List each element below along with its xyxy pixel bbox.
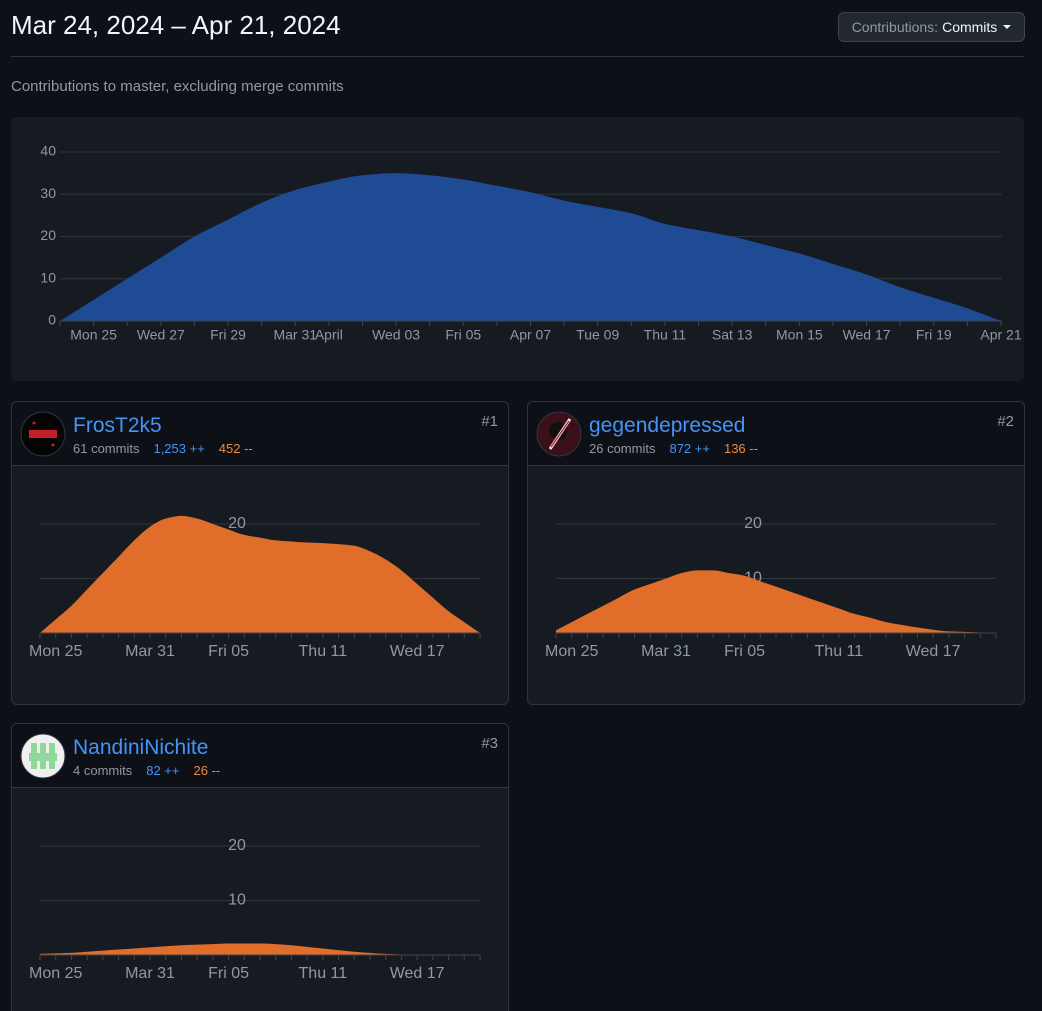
y-tick-label: 10 (40, 269, 56, 285)
stats: 4 commits 82 ++ 26 -- (73, 763, 220, 778)
stats: 61 commits 1,253 ++ 452 -- (73, 441, 253, 456)
x-tick-label: Sat 13 (712, 327, 753, 343)
x-tick-label: Mon 25 (70, 327, 117, 343)
card-header: FrosT2k5 #1 61 commits 1,253 ++ 452 -- (12, 402, 508, 466)
rank: #1 (481, 413, 498, 430)
x-tick-label: Wed 17 (390, 965, 445, 982)
y-tick-label: 0 (48, 312, 56, 328)
area (60, 173, 1001, 321)
x-tick-label: Wed 17 (906, 643, 961, 660)
y-tick-label: 30 (40, 185, 56, 201)
x-tick-label: Fri 19 (916, 327, 952, 343)
contributor-name[interactable]: gegendepressed (589, 414, 746, 437)
x-tick-label: Mon 25 (29, 965, 82, 982)
x-tick-label: Fri 29 (210, 327, 246, 343)
contributions-button[interactable]: Contributions: Commits (838, 12, 1025, 42)
x-tick-label: Thu 11 (644, 327, 687, 343)
x-tick-label: Thu 11 (815, 643, 864, 660)
y-tick-label: 40 (40, 143, 56, 159)
x-tick-label: Mon 25 (545, 643, 598, 660)
x-tick-label: Wed 27 (137, 327, 185, 343)
y-tick-label: 10 (228, 892, 246, 909)
x-tick-label: Fri 05 (724, 643, 765, 660)
area (556, 570, 996, 633)
y-tick-label: 20 (228, 837, 246, 854)
page-title: Mar 24, 2024 – Apr 21, 2024 (11, 10, 341, 40)
additions: 1,253 ++ (153, 441, 205, 456)
x-tick-label: Apr 07 (510, 327, 551, 343)
x-tick-label: Fri 05 (208, 965, 249, 982)
contributor-name[interactable]: FrosT2k5 (73, 414, 162, 437)
x-tick-label: Fri 05 (208, 643, 249, 660)
area (40, 515, 480, 633)
x-tick-label: Mar 31 (641, 643, 691, 660)
x-tick-label: April (315, 327, 343, 343)
x-tick-label: Mar 31 (273, 327, 317, 343)
x-tick-label: Mon 25 (29, 643, 82, 660)
x-tick-label: Wed 03 (372, 327, 420, 343)
area (40, 943, 480, 955)
deletions: 26 -- (193, 763, 221, 778)
stats: 26 commits 872 ++ 136 -- (589, 441, 758, 456)
y-tick-label: 20 (744, 515, 762, 532)
x-tick-label: Thu 11 (299, 643, 348, 660)
divider (11, 56, 1024, 57)
avatar[interactable] (536, 411, 582, 457)
card-header: NandiniNichite #3 4 commits 82 ++ 26 -- (12, 724, 508, 788)
x-tick-label: Thu 11 (299, 965, 348, 982)
x-tick-label: Apr 21 (980, 327, 1021, 343)
deletions: 452 -- (218, 441, 253, 456)
x-tick-label: Wed 17 (390, 643, 445, 660)
x-tick-label: Mar 31 (125, 643, 175, 660)
button-value: Commits (942, 19, 998, 35)
x-tick-label: Mar 31 (125, 965, 175, 982)
commits[interactable]: 4 commits (73, 763, 133, 778)
x-tick-label: Fri 05 (445, 327, 481, 343)
commits[interactable]: 26 commits (589, 441, 656, 456)
additions: 82 ++ (146, 763, 180, 778)
x-tick-label: Wed 17 (843, 327, 891, 343)
x-tick-label: Tue 09 (576, 327, 619, 343)
y-tick-label: 20 (228, 515, 246, 532)
rank: #3 (481, 735, 498, 752)
commits[interactable]: 61 commits (73, 441, 140, 456)
y-tick-label: 20 (40, 227, 56, 243)
avatar[interactable] (20, 733, 66, 779)
contributor-card: NandiniNichite #3 4 commits 82 ++ 26 -- (11, 723, 509, 1011)
caret (1003, 25, 1012, 29)
avatar[interactable] (20, 411, 66, 457)
additions: 872 ++ (669, 441, 710, 456)
subtitle: Contributions to master, excluding merge… (11, 78, 344, 95)
contributor-card: gegendepressed #2 26 commits 872 ++ 136 -- (527, 401, 1025, 705)
button-label: Contributions: (851, 19, 939, 35)
card-header: gegendepressed #2 26 commits 872 ++ 136 -- (528, 402, 1024, 466)
rank: #2 (997, 413, 1014, 430)
x-tick-label: Mon 15 (776, 327, 823, 343)
contributor-name[interactable]: NandiniNichite (73, 736, 209, 759)
deletions: 136 -- (723, 441, 758, 456)
